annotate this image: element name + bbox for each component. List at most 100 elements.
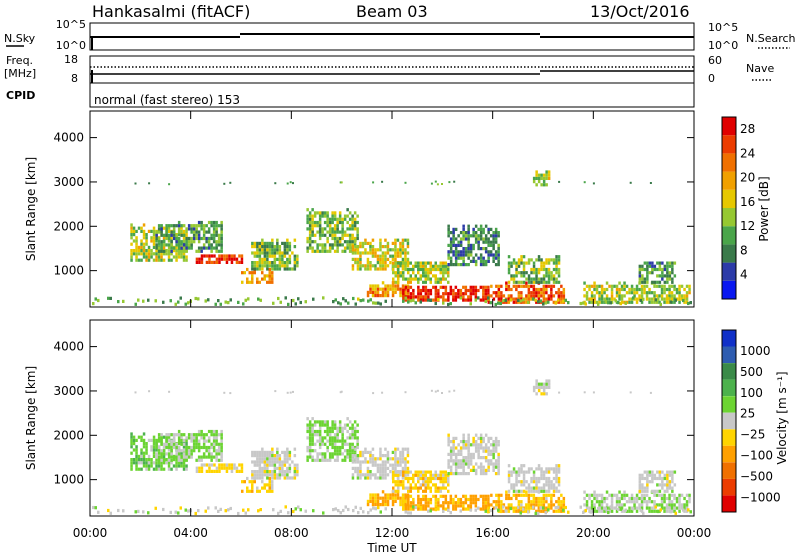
velocity-cell <box>200 469 204 473</box>
velocity-cell <box>170 449 173 453</box>
velocity-cell <box>333 423 337 427</box>
power-cell <box>669 300 672 304</box>
power-cell <box>417 271 420 275</box>
power-cell <box>277 296 280 301</box>
power-cell <box>217 233 221 237</box>
power-cell <box>271 248 274 252</box>
velocity-cell <box>377 506 380 510</box>
power-cell <box>347 301 350 305</box>
power-cell <box>464 292 468 296</box>
velocity-cell <box>439 486 442 490</box>
power-cell <box>530 280 533 284</box>
velocity-cell <box>177 455 181 459</box>
power-cell <box>284 296 287 300</box>
velocity-cell <box>550 493 553 497</box>
power-cell <box>225 260 229 264</box>
ytick-label: 3000 <box>53 384 84 398</box>
power-cell <box>341 230 344 234</box>
velocity-cell <box>454 446 458 450</box>
power-cell <box>148 182 151 185</box>
velocity-cell <box>145 445 148 449</box>
velocity-cell <box>399 496 402 500</box>
velocity-cell <box>497 506 501 510</box>
velocity-cell <box>263 483 266 487</box>
power-cell <box>384 238 387 242</box>
power-cell <box>157 224 161 228</box>
power-cell <box>210 260 214 264</box>
power-cell <box>346 214 349 218</box>
velocity-cell <box>351 426 354 430</box>
power-cell <box>449 247 453 251</box>
power-cell <box>624 301 627 305</box>
power-cell <box>338 220 342 225</box>
power-cell <box>190 246 193 250</box>
velocity-cell <box>623 496 626 501</box>
power-cell <box>472 243 475 247</box>
velocity-cell <box>412 480 415 484</box>
power-cell <box>434 277 437 281</box>
velocity-cell <box>288 454 292 458</box>
velocity-cell <box>170 439 173 443</box>
velocity-cell <box>641 489 644 493</box>
power-cell <box>547 294 551 298</box>
velocity-cell <box>673 496 676 501</box>
velocity-cell <box>532 496 536 501</box>
velocity-cell <box>645 506 649 510</box>
power-cell <box>261 264 264 268</box>
velocity-cell <box>145 442 148 446</box>
velocity-cell <box>200 445 203 450</box>
power-cell <box>688 284 691 288</box>
power-cell <box>452 240 455 244</box>
power-cell <box>212 246 216 250</box>
power-cell <box>527 300 530 304</box>
power-cell <box>605 294 609 298</box>
velocity-cell <box>137 509 140 513</box>
velocity-cell <box>212 445 216 450</box>
velocity-cell <box>678 509 681 513</box>
power-cell <box>550 294 553 298</box>
power-cell <box>379 257 382 261</box>
power-colorbar-swatch <box>722 262 736 281</box>
velocity-cell <box>286 476 289 480</box>
velocity-cell <box>605 496 609 501</box>
power-cell <box>629 181 632 184</box>
velocity-cell <box>462 440 465 444</box>
velocity-cell <box>462 433 465 437</box>
power-cell <box>251 277 254 281</box>
power-cell <box>489 234 493 238</box>
velocity-cell <box>407 486 410 490</box>
velocity-cell <box>140 435 143 439</box>
power-cell <box>278 261 282 265</box>
velocity-cell <box>311 455 314 459</box>
velocity-cell <box>271 473 274 477</box>
power-cell <box>643 267 647 272</box>
power-cell <box>439 285 443 289</box>
power-cell <box>628 287 631 292</box>
velocity-cell <box>293 447 297 451</box>
velocity-cell <box>557 467 561 471</box>
power-cell <box>668 277 672 281</box>
velocity-cell <box>666 470 669 474</box>
velocity-cell <box>220 455 223 459</box>
power-cell <box>394 284 397 288</box>
velocity-cell <box>379 473 382 477</box>
power-cell <box>542 180 546 184</box>
velocity-cell <box>187 455 191 459</box>
velocity-cell <box>399 470 402 474</box>
velocity-cell <box>379 466 382 470</box>
velocity-cell <box>348 436 352 440</box>
power-colorbar-tick: 4 <box>740 268 748 282</box>
velocity-cell <box>494 436 498 440</box>
power-cell <box>394 271 397 275</box>
velocity-cell <box>256 470 259 474</box>
velocity-cell <box>497 440 500 444</box>
velocity-cell <box>356 445 359 450</box>
power-cell <box>628 291 631 295</box>
power-cell <box>401 257 405 261</box>
velocity-cell <box>357 511 360 515</box>
power-cell <box>449 302 452 306</box>
velocity-cell <box>434 390 437 393</box>
power-cell <box>353 227 357 231</box>
power-cell <box>286 238 289 242</box>
